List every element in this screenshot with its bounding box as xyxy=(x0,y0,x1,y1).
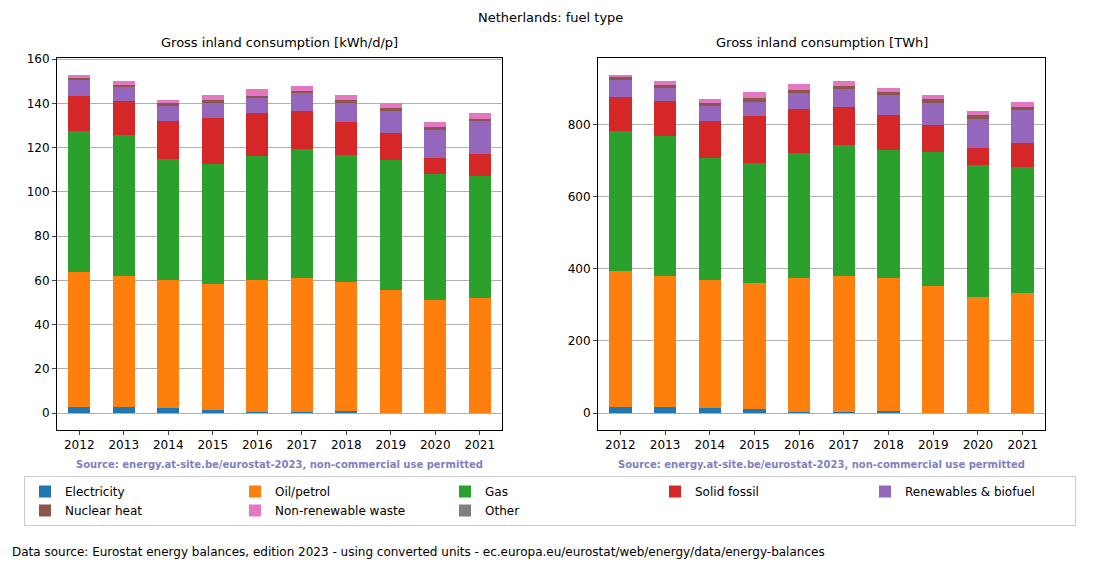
svg-text:0: 0 xyxy=(583,406,591,420)
svg-text:2015: 2015 xyxy=(197,438,228,452)
svg-text:100: 100 xyxy=(27,185,50,199)
svg-text:2020: 2020 xyxy=(963,438,994,452)
svg-text:Solid fossil: Solid fossil xyxy=(695,485,759,499)
svg-text:800: 800 xyxy=(568,118,591,132)
svg-text:Netherlands: fuel type: Netherlands: fuel type xyxy=(478,10,623,25)
svg-text:Source: energy.at-site.be/euro: Source: energy.at-site.be/eurostat-2023,… xyxy=(76,459,483,470)
svg-text:120: 120 xyxy=(27,141,50,155)
svg-text:Gas: Gas xyxy=(485,485,508,499)
svg-text:2012: 2012 xyxy=(64,438,95,452)
svg-text:2016: 2016 xyxy=(784,438,815,452)
svg-text:2015: 2015 xyxy=(739,438,770,452)
svg-text:Data source: Eurostat energy b: Data source: Eurostat energy balances, e… xyxy=(12,545,825,559)
svg-text:Gross inland consumption [TWh]: Gross inland consumption [TWh] xyxy=(716,35,928,50)
svg-text:20: 20 xyxy=(34,362,49,376)
svg-text:2020: 2020 xyxy=(420,438,451,452)
svg-text:Renewables & biofuel: Renewables & biofuel xyxy=(905,485,1035,499)
svg-text:400: 400 xyxy=(568,262,591,276)
svg-text:200: 200 xyxy=(568,334,591,348)
svg-text:40: 40 xyxy=(34,318,49,332)
svg-text:Nuclear heat: Nuclear heat xyxy=(65,504,142,518)
svg-text:Oil/petrol: Oil/petrol xyxy=(275,485,330,499)
svg-text:60: 60 xyxy=(34,274,49,288)
svg-text:2018: 2018 xyxy=(873,438,904,452)
svg-text:2012: 2012 xyxy=(605,438,636,452)
svg-text:2013: 2013 xyxy=(650,438,681,452)
svg-text:2014: 2014 xyxy=(694,438,725,452)
svg-text:2019: 2019 xyxy=(918,438,949,452)
svg-text:Other: Other xyxy=(485,504,519,518)
svg-text:2016: 2016 xyxy=(242,438,273,452)
svg-text:2021: 2021 xyxy=(464,438,495,452)
svg-text:0: 0 xyxy=(42,406,50,420)
svg-text:2013: 2013 xyxy=(108,438,139,452)
svg-text:2021: 2021 xyxy=(1007,438,1038,452)
svg-text:Source: energy.at-site.be/euro: Source: energy.at-site.be/eurostat-2023,… xyxy=(618,459,1025,470)
svg-text:2014: 2014 xyxy=(153,438,184,452)
svg-text:600: 600 xyxy=(568,190,591,204)
svg-text:80: 80 xyxy=(34,229,49,243)
svg-text:2018: 2018 xyxy=(331,438,362,452)
svg-text:2017: 2017 xyxy=(829,438,860,452)
svg-text:140: 140 xyxy=(27,97,50,111)
svg-text:Non-renewable waste: Non-renewable waste xyxy=(275,504,405,518)
svg-text:2017: 2017 xyxy=(286,438,317,452)
svg-text:Electricity: Electricity xyxy=(65,485,125,499)
svg-text:160: 160 xyxy=(27,52,50,66)
svg-text:2019: 2019 xyxy=(375,438,406,452)
svg-text:Gross inland consumption [kWh/: Gross inland consumption [kWh/d/p] xyxy=(161,35,398,50)
